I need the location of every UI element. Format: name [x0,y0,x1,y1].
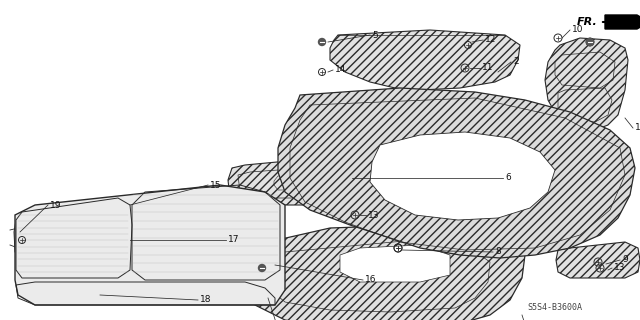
Text: 15: 15 [210,180,221,189]
Text: 14: 14 [335,66,346,75]
Text: 18: 18 [200,295,211,305]
Circle shape [319,38,326,45]
Text: FR.: FR. [577,17,598,27]
Polygon shape [238,225,525,320]
Circle shape [259,265,266,271]
Text: 19: 19 [50,201,61,210]
Text: 9: 9 [622,255,628,265]
Text: 13: 13 [614,263,625,273]
Text: 11: 11 [482,63,493,73]
Text: S5S4-B3600A: S5S4-B3600A [527,303,582,313]
Polygon shape [545,38,628,130]
Polygon shape [340,245,450,282]
Text: 17: 17 [228,236,239,244]
Text: 16: 16 [365,276,376,284]
Text: 12: 12 [485,36,497,44]
Polygon shape [556,242,640,278]
Text: 5: 5 [372,30,378,39]
Text: 13: 13 [368,211,380,220]
Text: 10: 10 [572,26,584,35]
Polygon shape [370,132,555,220]
FancyArrow shape [605,15,640,29]
Circle shape [586,38,593,45]
Text: 6: 6 [505,173,511,182]
Text: 1: 1 [635,124,640,132]
Polygon shape [330,30,520,90]
Polygon shape [15,185,285,305]
Text: 2: 2 [513,58,518,67]
Polygon shape [228,158,348,205]
Polygon shape [278,88,635,258]
Text: 8: 8 [495,247,500,257]
